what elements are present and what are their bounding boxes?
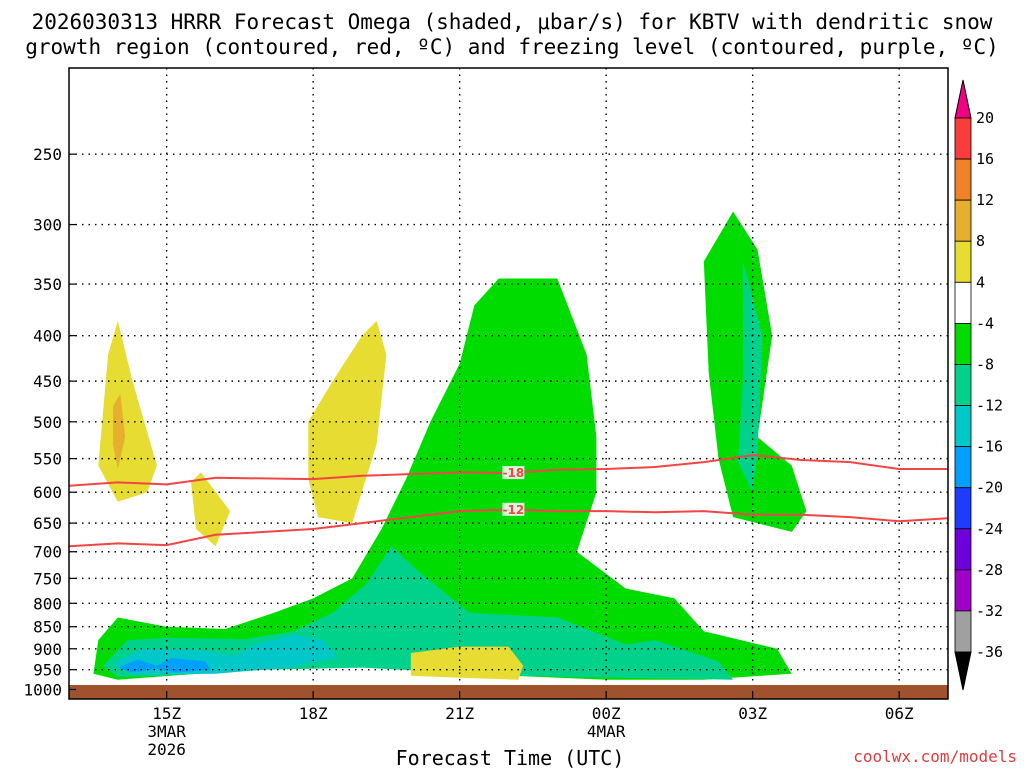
x-axis-title: Forecast Time (UTC) bbox=[396, 746, 625, 768]
colorbar-label-4: 4 bbox=[976, 273, 985, 291]
y-tick-label-800: 800 bbox=[33, 594, 62, 613]
colorbar-bin-1 bbox=[954, 117, 972, 160]
colorbar-bin-6 bbox=[954, 322, 972, 365]
contour-label-bg-temp-minus-18 bbox=[502, 466, 525, 480]
colorbar: 20 16 12 8 4 -4 -8 -12 -16 -20 -24 -28 -32 -36 bbox=[954, 79, 1003, 691]
x-tick-date-00Z: 4MAR bbox=[587, 722, 626, 741]
colorbar-bin-12 bbox=[954, 569, 972, 612]
contour-temp-minus-12 bbox=[69, 508, 948, 548]
colorbar-label--32: -32 bbox=[976, 602, 1003, 620]
y-tick-label-850: 850 bbox=[33, 618, 62, 637]
y-tick-label-750: 750 bbox=[33, 569, 62, 588]
omega-region-downward-motion-d bbox=[410, 646, 524, 680]
ground-terrain bbox=[69, 685, 948, 699]
y-tick-label-450: 450 bbox=[33, 372, 62, 391]
grid-lines bbox=[69, 68, 948, 699]
colorbar-bin-4 bbox=[954, 240, 972, 283]
chart-title-line-2: growth region (contoured, red, ºC) and f… bbox=[25, 35, 999, 59]
colorbar-bin-10 bbox=[954, 487, 972, 530]
colorbar-label--24: -24 bbox=[976, 520, 1003, 538]
y-tick-label-900: 900 bbox=[33, 640, 62, 659]
contour-label-temp-minus-18: -18 bbox=[503, 466, 525, 480]
colorbar-label-12: 12 bbox=[976, 191, 994, 209]
y-tick-label-350: 350 bbox=[33, 275, 62, 294]
colorbar-label-8: 8 bbox=[976, 232, 985, 250]
y-tick-label-950: 950 bbox=[33, 661, 62, 680]
x-tick-label-06Z: 06Z bbox=[885, 704, 914, 723]
y-tick-label-1000: 1000 bbox=[23, 680, 62, 699]
colorbar-label--8: -8 bbox=[976, 355, 994, 373]
omega-region-moderate-upward-main bbox=[93, 278, 792, 680]
y-tick-label-400: 400 bbox=[33, 327, 62, 346]
x-tick-year-15Z: 2026 bbox=[147, 740, 186, 759]
y-tick-label-250: 250 bbox=[33, 145, 62, 164]
x-tick-date-15Z: 3MAR bbox=[147, 722, 186, 741]
contour-label-temp-minus-12: -12 bbox=[503, 503, 525, 517]
colorbar-label-20: 20 bbox=[976, 109, 994, 127]
pressure-axis: 250 300 350 400 450 500 550 600 650 700 750 800 850 9… bbox=[23, 145, 76, 699]
plot-frame bbox=[68, 67, 949, 700]
colorbar-bin-8 bbox=[954, 405, 972, 448]
x-tick-label-15Z: 15Z bbox=[152, 704, 181, 723]
colorbar-bin-13 bbox=[954, 610, 972, 653]
y-tick-label-500: 500 bbox=[33, 413, 62, 432]
plot-area: -18-120 bbox=[69, 68, 948, 699]
omega-region-downward-motion-a bbox=[98, 320, 157, 502]
contour-label-bg-temp-minus-12 bbox=[502, 502, 525, 516]
colorbar-label--12: -12 bbox=[976, 397, 1003, 415]
colorbar-bin-7 bbox=[954, 364, 972, 406]
colorbar-label--20: -20 bbox=[976, 479, 1003, 497]
site-credit: coolwx.com/models bbox=[853, 747, 1017, 766]
omega-region-upward-motion-edge bbox=[930, 642, 948, 664]
colorbar-label--28: -28 bbox=[976, 561, 1003, 579]
colorbar-bottom-arrow bbox=[954, 651, 972, 691]
omega-region-downward-motion-b bbox=[191, 472, 231, 547]
omega-region-upward-motion-top bbox=[818, 68, 846, 184]
omega-region-downward-motion-c bbox=[308, 320, 387, 524]
y-tick-label-650: 650 bbox=[33, 514, 62, 533]
x-tick-label-21Z: 21Z bbox=[445, 704, 474, 723]
colorbar-label--36: -36 bbox=[976, 643, 1003, 661]
colorbar-bin-2 bbox=[954, 158, 972, 201]
colorbar-bin-3 bbox=[954, 199, 972, 242]
y-tick-label-700: 700 bbox=[33, 543, 62, 562]
colorbar-bin-5 bbox=[954, 281, 972, 324]
omega-shading bbox=[83, 68, 948, 692]
omega-region-upward-motion-small bbox=[869, 567, 895, 601]
y-tick-label-300: 300 bbox=[33, 216, 62, 235]
colorbar-top-arrow bbox=[954, 79, 972, 119]
omega-region-strongest-upward-core bbox=[117, 658, 211, 673]
x-tick-label-18Z: 18Z bbox=[299, 704, 328, 723]
contour-temp-minus-18 bbox=[69, 454, 948, 487]
colorbar-label--4: -4 bbox=[976, 314, 994, 332]
chart-title-line-1: 2026030313 HRRR Forecast Omega (shaded, … bbox=[32, 10, 993, 34]
colorbar-bin-9 bbox=[954, 446, 972, 489]
colorbar-bin-11 bbox=[954, 528, 972, 571]
colorbar-label-16: 16 bbox=[976, 150, 994, 168]
omega-region-strong-upward-mid bbox=[738, 261, 763, 493]
omega-region-downward-motion-core bbox=[113, 393, 126, 469]
omega-region-upward-motion-upper bbox=[205, 154, 289, 426]
y-tick-label-600: 600 bbox=[33, 483, 62, 502]
x-tick-label-00Z: 00Z bbox=[592, 704, 621, 723]
colorbar-label--16: -16 bbox=[976, 438, 1003, 456]
x-tick-label-03Z: 03Z bbox=[738, 704, 767, 723]
y-tick-label-550: 550 bbox=[33, 450, 62, 469]
